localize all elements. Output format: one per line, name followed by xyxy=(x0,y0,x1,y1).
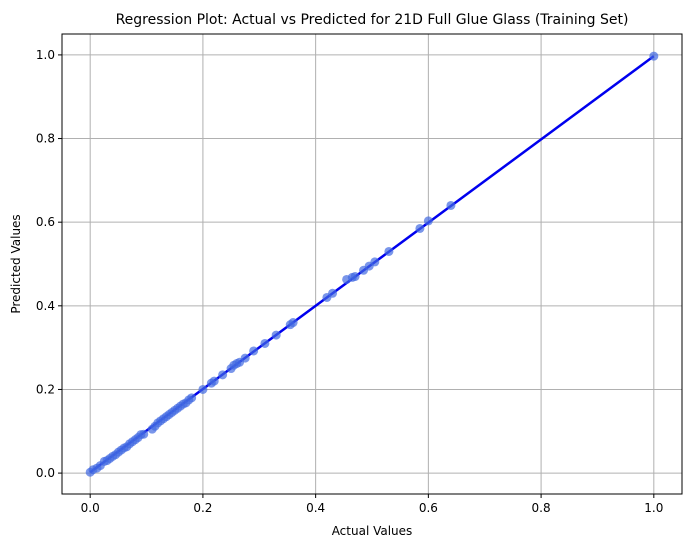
x-axis-label: Actual Values xyxy=(332,524,413,538)
x-tick-label: 0.8 xyxy=(532,501,551,515)
data-point xyxy=(350,272,360,282)
y-tick-label: 0.0 xyxy=(36,466,55,480)
x-axis-ticks: 0.0 0.2 0.4 0.6 0.8 1.0 xyxy=(81,494,663,515)
grid xyxy=(62,34,682,494)
y-axis-label: Predicted Values xyxy=(9,214,23,313)
y-tick-label: 0.8 xyxy=(36,132,55,146)
y-tick-label: 0.2 xyxy=(36,382,55,396)
data-point xyxy=(446,200,456,210)
x-tick-label: 0.2 xyxy=(193,501,212,515)
data-point xyxy=(218,370,228,380)
y-tick-label: 0.6 xyxy=(36,215,55,229)
chart-title: Regression Plot: Actual vs Predicted for… xyxy=(116,12,629,28)
data-point xyxy=(415,223,425,233)
data-point xyxy=(328,288,338,298)
data-point xyxy=(139,429,149,439)
data-point xyxy=(271,330,281,340)
data-point xyxy=(423,216,433,226)
x-tick-label: 1.0 xyxy=(644,501,663,515)
data-point xyxy=(370,257,380,267)
y-tick-label: 0.4 xyxy=(36,299,55,313)
y-axis-ticks: 0.0 0.2 0.4 0.6 0.8 1.0 xyxy=(36,48,62,480)
data-point xyxy=(288,318,298,328)
data-points xyxy=(85,51,659,477)
data-point xyxy=(187,393,197,403)
plot-frame xyxy=(61,33,683,495)
x-tick-label: 0.0 xyxy=(81,501,100,515)
data-point xyxy=(260,338,270,348)
data-point xyxy=(240,353,250,363)
data-point xyxy=(249,346,259,356)
x-tick-label: 0.4 xyxy=(306,501,325,515)
data-point xyxy=(198,384,208,394)
data-point xyxy=(384,246,394,256)
x-tick-label: 0.6 xyxy=(419,501,438,515)
data-point xyxy=(209,376,219,386)
y-tick-label: 1.0 xyxy=(36,48,55,62)
data-point xyxy=(649,51,659,61)
